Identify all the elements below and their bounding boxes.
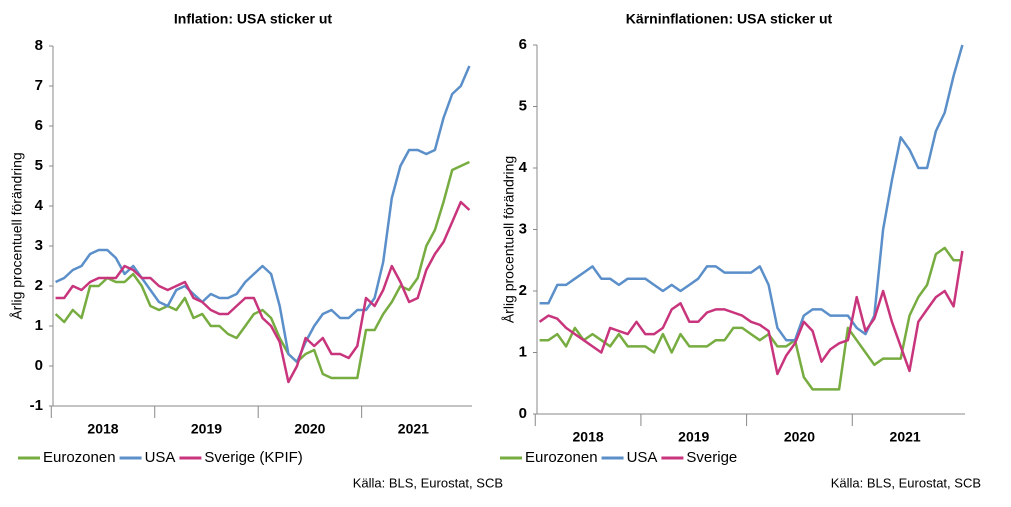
series-line — [55, 65, 471, 364]
legend-label: USA — [145, 449, 176, 466]
x-tick-label: 2021 — [398, 421, 429, 437]
legend-label: USA — [627, 449, 658, 466]
legend-label: Sverige — [686, 449, 737, 466]
y-tick-label: 2 — [519, 282, 527, 299]
series-line — [54, 160, 470, 380]
legend-label: Sverige (KPIF) — [204, 449, 302, 466]
source-note: Källa: BLS, Eurostat, SCB — [831, 475, 981, 490]
y-tick-label: 3 — [519, 220, 527, 237]
y-tick-label: 1 — [35, 317, 43, 334]
y-tick-label: 6 — [35, 117, 43, 134]
source-note: Källa: BLS, Eurostat, SCB — [353, 475, 503, 490]
x-tick-label: 2021 — [890, 429, 921, 445]
y-tick-label: 2 — [35, 277, 43, 294]
y-tick-label: 1 — [519, 343, 527, 360]
series-line — [538, 250, 964, 376]
y-tick-label: 5 — [519, 97, 527, 114]
x-tick-label: 2020 — [294, 421, 325, 437]
chart-title: Inflation: USA sticker ut — [174, 11, 333, 27]
legend-label: Eurozonen — [525, 449, 598, 466]
y-tick-label: 6 — [519, 36, 527, 53]
chart-title: Kärninflationen: USA sticker ut — [626, 11, 833, 27]
legend-label: Eurozonen — [43, 449, 116, 466]
y-tick-label: 7 — [35, 77, 43, 94]
series-line — [55, 200, 471, 384]
x-tick-label: 2018 — [87, 421, 118, 437]
x-tick-label: 2019 — [191, 421, 222, 437]
y-tick-label: 0 — [519, 405, 527, 422]
y-tick-label: 8 — [35, 37, 43, 54]
y-axis-label: Årlig procentuell förändring — [9, 152, 25, 319]
y-tick-label: 3 — [35, 237, 43, 254]
x-tick-label: 2020 — [784, 429, 815, 445]
y-tick-label: 5 — [35, 157, 43, 174]
y-axis-label: Årlig procentuell förändring — [501, 156, 517, 323]
x-tick-label: 2019 — [678, 429, 709, 445]
y-tick-label: -1 — [30, 397, 43, 414]
x-tick-label: 2018 — [573, 429, 604, 445]
series-line — [539, 246, 963, 391]
series-line — [539, 44, 964, 342]
y-tick-label: 4 — [35, 197, 44, 214]
y-tick-label: 0 — [35, 357, 43, 374]
y-tick-label: 4 — [519, 159, 528, 176]
